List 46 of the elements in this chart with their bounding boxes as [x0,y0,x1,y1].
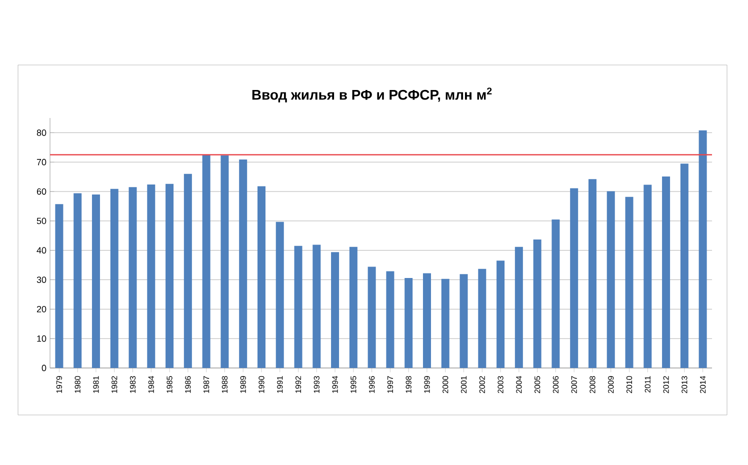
bar [680,164,688,368]
bar [368,266,376,368]
bar [606,191,615,368]
bar [331,252,340,368]
bar [588,179,596,368]
bar [220,155,229,368]
bar [202,154,210,368]
bar [166,184,174,368]
y-tick-label: 0 [42,364,46,372]
bar [349,246,358,368]
bar [552,219,560,368]
y-tick-label: 40 [36,247,46,254]
bar [422,273,431,368]
y-tick-label: 20 [36,306,46,312]
y-tick-label: 60 [36,188,46,195]
y-tick-label: 10 [37,335,46,342]
y-tick-label: 50 [36,218,46,224]
bar [257,186,266,368]
bar [92,194,100,368]
bar [294,246,302,368]
bar [514,246,523,368]
bar [441,278,450,368]
bar [698,130,707,368]
bar [460,274,468,368]
chart-title: Ввод жилья в РФ и РСФСР, млн м$^{2}$ [252,88,492,102]
bar [110,188,118,368]
bar [74,193,82,368]
bar [478,268,486,368]
bar [55,204,64,368]
bar [404,278,413,368]
bar [184,174,192,368]
bar [533,239,542,368]
bar [276,222,284,368]
y-tick-label: 80 [36,130,46,136]
y-tick-label: 30 [36,276,46,283]
bar [662,176,670,368]
bar [570,188,578,368]
bar [128,187,137,368]
bar [644,184,652,368]
bar [496,260,505,368]
y-tick-label: 70 [36,158,46,166]
bar [386,271,394,368]
bar [239,159,248,368]
bar [625,196,634,368]
bar [147,184,156,368]
bar [312,244,321,368]
